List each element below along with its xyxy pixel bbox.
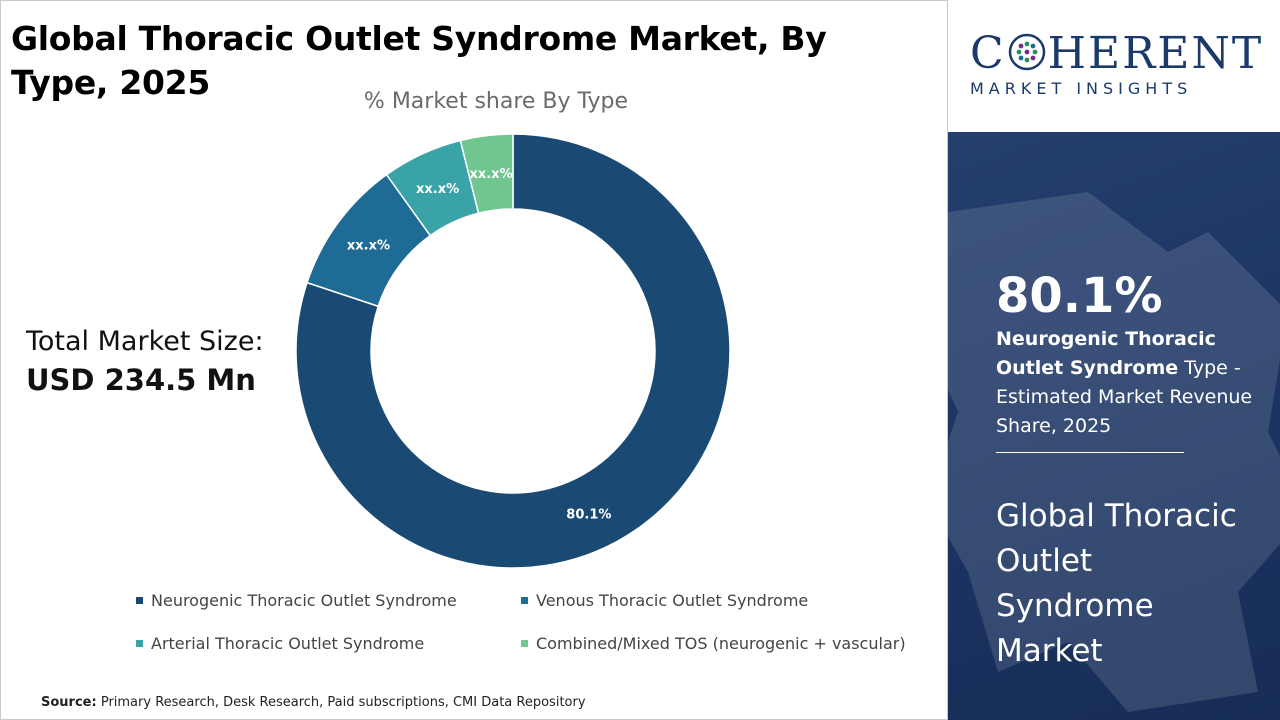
brand-name-part1: C xyxy=(970,28,1006,79)
side-panel: C HERENT MARKET INSIGHTS 80.1% Neurogeni… xyxy=(948,0,1280,720)
legend-label: Neurogenic Thoracic Outlet Syndrome xyxy=(151,591,457,610)
highlight-caption: Type - Estimated Market Revenue Share, 2… xyxy=(996,357,1253,437)
data-label-combined: xx.x% xyxy=(469,167,512,182)
chart-title: % Market share By Type xyxy=(363,89,629,114)
legend-item-arterial: Arterial Thoracic Outlet Syndrome xyxy=(136,634,521,653)
market-name: Global Thoracic Outlet Syndrome Market xyxy=(996,498,1237,669)
chart-legend: Neurogenic Thoracic Outlet Syndrome Veno… xyxy=(136,591,916,653)
legend-item-neurogenic: Neurogenic Thoracic Outlet Syndrome xyxy=(136,591,521,610)
brand-tagline: MARKET INSIGHTS xyxy=(970,79,1193,98)
legend-swatch xyxy=(136,597,143,604)
page-title: Global Thoracic Outlet Syndrome Market, … xyxy=(11,19,827,102)
legend-swatch xyxy=(521,640,528,647)
legend-label: Venous Thoracic Outlet Syndrome xyxy=(536,591,809,610)
legend-item-venous: Venous Thoracic Outlet Syndrome xyxy=(521,591,916,610)
donut-slice-neurogenic xyxy=(295,133,731,569)
legend-item-combined: Combined/Mixed TOS (neurogenic + vascula… xyxy=(521,634,916,653)
legend-label: Combined/Mixed TOS (neurogenic + vascula… xyxy=(536,634,906,653)
total-market-label: Total Market Size: xyxy=(26,326,264,357)
chart-area: Global Thoracic Outlet Syndrome Market, … xyxy=(0,0,948,720)
data-label-neurogenic: 80.1% xyxy=(566,508,611,523)
donut-chart: 80.1% xx.x% xx.x% xx.x% xyxy=(295,133,731,569)
total-market-value: USD 234.5 Mn xyxy=(26,363,256,397)
legend-label: Arterial Thoracic Outlet Syndrome xyxy=(151,634,425,653)
source-note: Source: Primary Research, Desk Research,… xyxy=(41,695,586,710)
brand-name-part2: HERENT xyxy=(1047,28,1264,79)
legend-swatch xyxy=(136,640,143,647)
source-text: Primary Research, Desk Research, Paid su… xyxy=(100,695,586,710)
brand-wordmark: C HERENT xyxy=(970,28,1263,80)
data-label-venous: xx.x% xyxy=(347,239,390,254)
source-label: Source: xyxy=(41,695,97,710)
divider xyxy=(996,452,1184,453)
brand-logo: C HERENT MARKET INSIGHTS xyxy=(948,0,1280,132)
highlight-segment: Neurogenic Thoracic Outlet Syndrome xyxy=(996,328,1216,379)
globe-dots-icon xyxy=(1008,33,1045,71)
highlight-value: 80.1% xyxy=(996,268,1163,324)
highlight-description: Neurogenic Thoracic Outlet Syndrome Type… xyxy=(996,325,1256,441)
info-panel: 80.1% Neurogenic Thoracic Outlet Syndrom… xyxy=(948,132,1280,720)
donut-slice-combined xyxy=(459,133,514,215)
legend-swatch xyxy=(521,597,528,604)
data-label-arterial: xx.x% xyxy=(416,182,459,197)
